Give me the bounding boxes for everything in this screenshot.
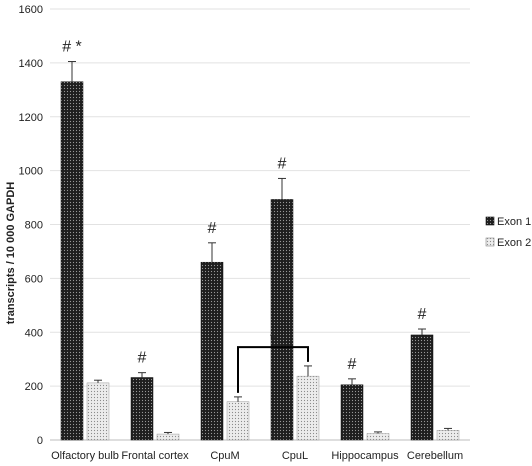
y-tick-label-1600: 1600 xyxy=(19,4,43,16)
bar-exon2-3 xyxy=(296,375,320,441)
significance-label-5: # xyxy=(418,306,427,323)
legend-swatch-1 xyxy=(485,237,495,247)
y-tick-label-200: 200 xyxy=(25,381,43,393)
bar-exon2-5 xyxy=(436,430,460,441)
bar-exon1-3 xyxy=(270,199,294,441)
significance-label-2: # xyxy=(208,220,217,237)
x-category-label-1: Frontal cortex xyxy=(121,450,189,462)
bar-exon2-2 xyxy=(226,401,250,441)
x-category-label-5: Cerebellum xyxy=(407,450,463,462)
x-category-label-0: Olfactory bulb xyxy=(51,450,119,462)
gridlines xyxy=(50,8,470,441)
y-tick-label-600: 600 xyxy=(25,273,43,285)
bar-exon1-1 xyxy=(130,377,154,441)
y-axis-ticks: 0 200 400 600 800 1000 1200 1400 1600 xyxy=(19,4,43,447)
legend-label-0: Exon 1 xyxy=(497,216,531,228)
y-tick-label-1000: 1000 xyxy=(19,166,43,178)
bar-exon2-4 xyxy=(366,433,390,441)
significance-bracket-0 xyxy=(237,346,309,393)
annotations: * xyxy=(237,331,309,393)
significance-label-1: # xyxy=(138,350,147,367)
y-tick-label-1400: 1400 xyxy=(19,58,43,70)
bracket-label-0: * xyxy=(270,331,276,348)
x-category-label-2: CpuM xyxy=(210,450,239,462)
bar-exon1-4 xyxy=(340,384,364,441)
bar-exon1-5 xyxy=(410,334,434,441)
bar-exon2-0 xyxy=(86,382,110,441)
y-tick-label-0: 0 xyxy=(37,435,43,447)
y-axis-label: transcripts / 10 000 GAPDH xyxy=(5,182,17,325)
y-tick-label-1200: 1200 xyxy=(19,112,43,124)
y-tick-label-800: 800 xyxy=(25,220,43,232)
bar-exon1-0 xyxy=(60,81,84,441)
legend: Exon 1 Exon 2 xyxy=(485,216,531,249)
bar-exon2-1 xyxy=(156,433,180,441)
legend-swatch-0 xyxy=(485,216,495,226)
x-category-label-3: CpuL xyxy=(282,450,308,462)
legend-label-1: Exon 2 xyxy=(497,237,531,249)
significance-label-4: # xyxy=(348,356,357,373)
bars: # * # # # # # xyxy=(60,39,460,441)
y-tick-label-400: 400 xyxy=(25,327,43,339)
significance-label-0: # * xyxy=(62,39,82,56)
significance-label-3: # xyxy=(278,155,287,172)
x-axis-categories: Olfactory bulb Frontal cortex CpuM CpuL Hipp… xyxy=(51,450,463,462)
bar-exon1-2 xyxy=(200,261,224,441)
x-category-label-4: Hippocampus xyxy=(331,450,399,462)
